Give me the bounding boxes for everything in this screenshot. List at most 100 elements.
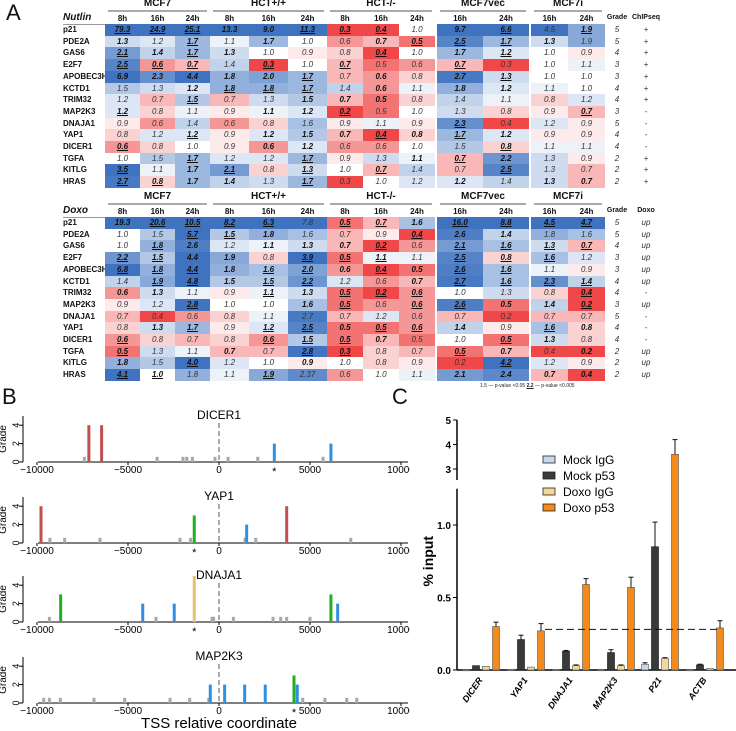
y-tick-label: 3 [445,465,451,476]
group-underline [440,10,526,12]
heatmap-cell: 0.7 [568,240,605,253]
y-axis-label: Grade [0,506,9,534]
heatmap-cell: 0.9 [568,357,605,370]
group-title: HCT-/- [366,191,396,202]
heatmap-cell: 10.5 [175,217,210,230]
heatmap-cell: 4.4 [175,252,210,265]
time-header: 24h [579,207,594,216]
gene-label: DICER1 [63,335,93,344]
heatmap-cell: 1.2 [105,94,140,107]
tss-site-plots: DICER1024Grade−10000−50000500010000*YAP1… [0,408,410,731]
heatmap-cell: 2.1 [437,240,483,253]
heatmap-cell: 4.4 [175,263,210,276]
group-title: MCF7 [143,0,172,9]
heatmap-cell: 1.3 [288,287,327,300]
heatmap-cell: 0.8 [140,176,175,189]
y-tick-label: 0 [11,619,21,624]
heatmap-cell: 0.8 [363,357,399,370]
heatmap-cell: 1.4 [437,94,483,107]
y-tick-label: 2 [11,682,21,687]
heatmap-cell: 1.1 [175,105,210,119]
site-bar-grade-2 [272,443,276,462]
grade-value: 5 [614,311,620,321]
heatmap-cell: 2.4 [483,369,529,382]
y-tick-label: 4 [11,423,21,428]
heatmap-cell: 0.9 [210,129,249,142]
heatmap-cell: 0.8 [483,105,529,119]
heatmap-cell: 8.2 [210,217,249,230]
x-tick-label: 0 [216,706,222,717]
site-bar-grade-1 [178,537,182,543]
heatmap-cell: 2.37 [288,369,327,382]
site-bar-grade-1 [279,616,283,622]
heatmap-cell: 0.2 [437,357,483,370]
heatmap-cell: 1.5 [140,152,175,165]
site-bar-grade-1 [47,697,51,703]
extra-value: up [641,370,651,380]
extra-value: + [643,177,649,187]
heatmap-cell: 6.8 [105,263,140,276]
heatmap-cell: 4.0 [175,357,210,370]
site-bar-grade-3 [192,515,196,543]
extra-value: - [644,323,648,333]
heatmap-cell: 0.8 [210,334,249,347]
heatmap-cell: 0.5 [363,94,399,107]
heatmap-cell: 0.9 [399,357,435,370]
site-bar-grade-1 [301,697,305,703]
heatmap-cell: 0.7 [175,334,210,347]
heatmap-cell: 1.4 [210,176,249,189]
time-header: 24h [300,207,315,216]
heatmap-cell: 0.7 [327,129,363,142]
heatmap-cell: 0.7 [568,176,605,189]
heatmap-cell: 1.1 [249,310,288,323]
time-header: 16h [374,14,388,23]
heatmap-cell: 1.5 [175,94,210,107]
heatmap-cell: 0.5 [327,334,363,347]
heatmap-cell: 0.5 [327,322,363,335]
y-tick-label: 5 [445,416,451,427]
bar-doxo-igg [706,668,714,671]
bar-group-map2k3: MAP2K3 [591,576,635,711]
grade-header: Grade [606,14,628,21]
y-tick-label: 4 [445,441,451,452]
heatmap-cell: 1.0 [249,47,288,60]
heatmap-cell: 1.0 [210,298,249,312]
heatmap-cell: 4.5 [531,24,568,37]
time-header: 16h [150,207,165,216]
x-tick-label: −10000 [20,706,54,717]
group-title: HCT+/+ [250,0,286,9]
heatmap-cell: 19.3 [105,217,140,230]
grade-value: 2 [614,370,620,380]
bar-doxo-p53 [627,587,635,671]
group-title: HCT+/+ [250,191,286,202]
heatmap-cell: 0.7 [437,310,483,323]
site-bar-grade-1 [355,697,359,703]
grade-value: 4 [614,241,620,251]
x-tick-label: 10000 [387,546,410,557]
heatmap-cell: 4.2 [483,357,529,370]
heatmap-cell: 1.0 [363,176,399,189]
header-divider [63,24,105,25]
heatmap-cell: 0.7 [210,345,249,358]
heatmap-cell: 1.2 [175,129,210,142]
heatmap-cell: 0.9 [531,129,568,142]
heatmap-cell: 1.1 [399,82,435,95]
heatmap-cell: 0.7 [140,94,175,107]
gene-label: KITLG [63,165,87,175]
heatmap-cell: 1.3 [249,176,288,189]
site-bar-grade-1 [123,697,127,703]
heatmap-cell: 1.2 [140,35,175,48]
heatmap-cell: 0.5 [327,287,363,300]
heatmap-cell: 0.2 [568,345,605,358]
heatmap-cell: 1.3 [140,287,175,300]
heatmap-cell: 1.2 [437,176,483,189]
heatmap-cell: 1.6 [249,263,288,276]
x-tick-label: 0 [216,546,222,557]
x-tick-label: 5000 [299,546,322,557]
heatmap-cell: 1.0 [288,35,327,48]
bar-mock-igg [641,663,649,671]
heatmap-cell: 1.1 [399,252,435,265]
heatmap-cell: 1.4 [483,228,529,241]
heatmap-cell: 1.4 [175,117,210,130]
heatmap-cell: 6.6 [483,24,529,37]
